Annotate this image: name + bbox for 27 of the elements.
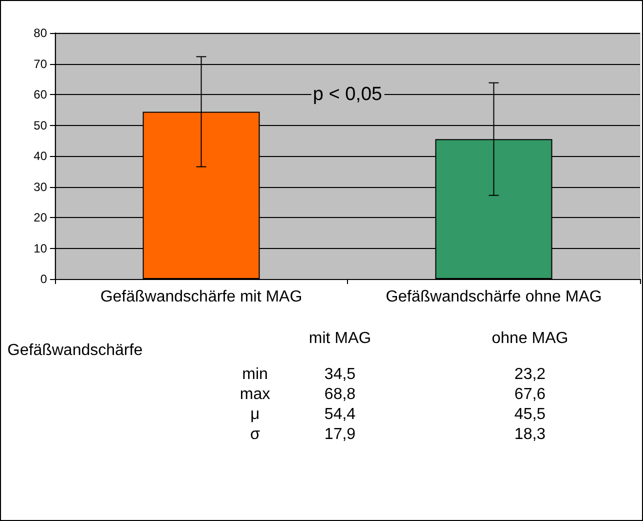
text: 34,5: [324, 366, 356, 384]
text: 45,5: [514, 406, 546, 424]
y-tick-label: 30: [34, 180, 48, 194]
y-tick-label: 50: [34, 118, 48, 132]
text: ohne MAG: [492, 330, 568, 348]
text: μ: [250, 406, 260, 424]
y-tick-label: 80: [34, 26, 48, 40]
y-tick-label: 70: [34, 56, 48, 71]
y-tick-label: 0: [40, 272, 48, 286]
y-tick-label: 10: [34, 241, 48, 256]
y-tick-label: 60: [34, 88, 48, 102]
text: 17,9: [324, 426, 356, 444]
text: min: [242, 366, 268, 384]
text: σ: [250, 426, 260, 444]
y-tick-label: 40: [34, 149, 48, 163]
y-tick-label: 20: [34, 210, 48, 224]
text: mit MAG: [308, 330, 372, 348]
text: Gefäßwandschärfe: [7, 342, 143, 360]
text: 54,4: [324, 406, 356, 424]
annotation: p < 0,05: [310, 84, 384, 106]
text: 23,2: [514, 366, 546, 384]
text: 67,6: [514, 386, 546, 404]
text: 68,8: [324, 386, 356, 404]
text: 18,3: [514, 426, 546, 444]
x-tick-label: Gefäßwandschärfe mit MAG: [100, 288, 302, 306]
x-tick-label: Gefäßwandschärfe ohne MAG: [386, 288, 602, 306]
text: max: [240, 386, 270, 404]
